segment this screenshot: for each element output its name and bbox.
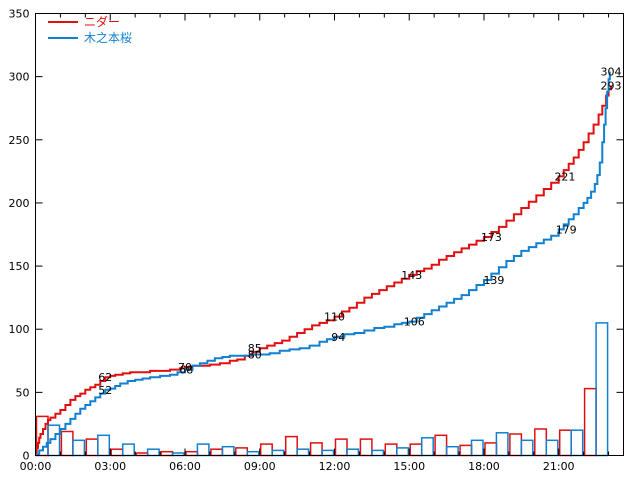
y-axis-tick-label: 300 (9, 71, 30, 84)
x-axis-tick-label: 21:00 (543, 460, 575, 473)
y-axis-tick-label: 100 (9, 323, 30, 336)
x-axis-tick-label: 09:00 (244, 460, 276, 473)
point-value-label: 85 (248, 342, 262, 355)
point-value-label: 179 (556, 223, 577, 236)
y-axis-tick-label: 0 (23, 450, 30, 463)
x-axis-tick-label: 18:00 (468, 460, 500, 473)
point-value-label: 62 (98, 371, 112, 384)
x-axis-tick-label: 00:00 (20, 460, 52, 473)
x-axis-tick-label: 12:00 (319, 460, 351, 473)
series-line-nida (35, 85, 612, 454)
point-value-label: 52 (98, 384, 112, 397)
point-value-label: 293 (601, 79, 622, 92)
point-value-label: 139 (483, 274, 504, 287)
x-axis-tick-label: 06:00 (169, 460, 201, 473)
point-value-label: 110 (324, 311, 345, 324)
legend-label-0: ニダー (84, 14, 120, 29)
y-axis-tick-label: 200 (9, 197, 30, 210)
point-value-label: 70 (178, 361, 192, 374)
point-value-label: 143 (401, 269, 422, 282)
point-value-label: 304 (601, 66, 622, 79)
series-line-sakura (35, 71, 611, 456)
y-axis-tick-label: 150 (9, 260, 30, 273)
x-axis-tick-label: 03:00 (94, 460, 126, 473)
point-value-label: 221 (554, 170, 575, 183)
y-axis-tick-label: 350 (9, 8, 30, 21)
point-value-label: 106 (404, 316, 425, 329)
point-value-label: 94 (331, 331, 345, 344)
legend-label-1: 木之本桜 (84, 31, 132, 45)
point-value-label: 80 (248, 348, 262, 361)
x-axis-tick-label: 15:00 (393, 460, 425, 473)
point-value-label: 68 (179, 364, 193, 377)
plot-border (35, 13, 624, 456)
point-value-label: 173 (481, 231, 502, 244)
y-axis-tick-label: 250 (9, 134, 30, 147)
y-axis-tick-label: 50 (16, 386, 30, 399)
